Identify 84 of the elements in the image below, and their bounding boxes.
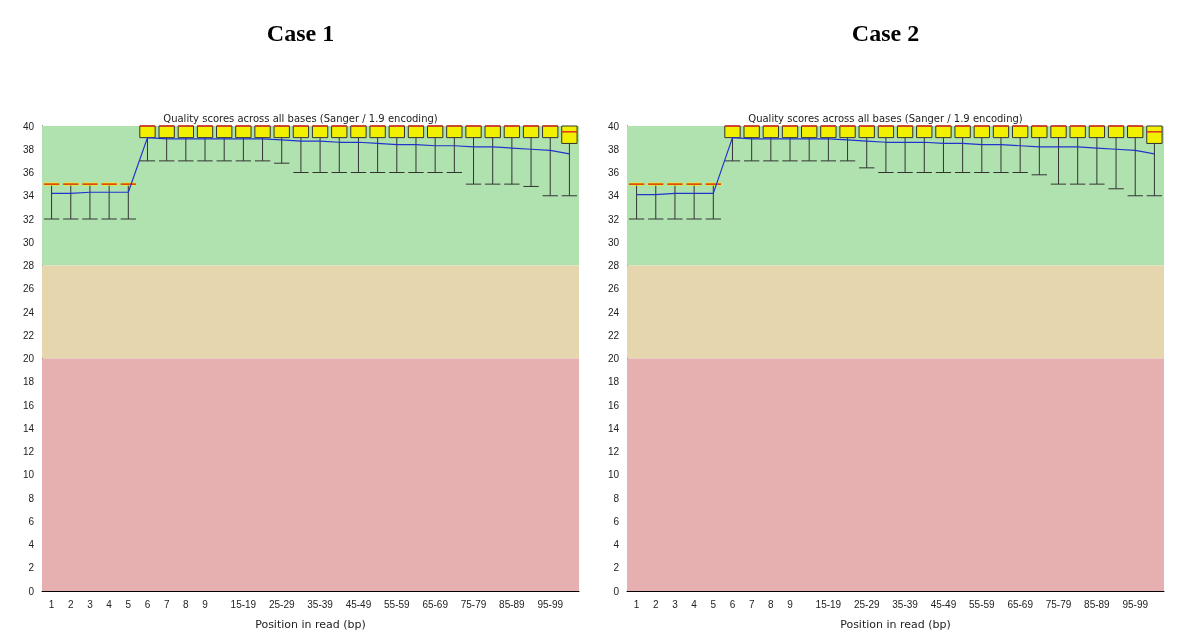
y-tick-label: 36	[607, 167, 620, 178]
y-tick-label: 22	[22, 329, 35, 341]
y-tick-label: 18	[607, 376, 620, 388]
y-tick-label: 34	[607, 190, 620, 202]
x-tick-label: 65-69	[1007, 598, 1034, 610]
y-tick-label: 32	[607, 213, 620, 225]
x-tick-label: 8	[768, 598, 775, 610]
y-tick-label: 14	[22, 422, 35, 434]
y-tick-label: 30	[607, 236, 620, 248]
y-tick-label: 36	[22, 167, 35, 178]
y-tick-label: 20	[607, 353, 620, 364]
x-tick-label: 35-39	[892, 598, 919, 610]
y-tick-label: 24	[22, 306, 35, 318]
y-tick-label: 34	[22, 190, 35, 202]
y-tick-label: 30	[22, 236, 35, 248]
y-tick-label: 10	[607, 469, 620, 481]
x-tick-label: 75-79	[460, 598, 487, 610]
y-tick-label: 38	[607, 143, 620, 155]
y-tick-label: 28	[22, 260, 35, 271]
y-tick-label: 24	[607, 306, 620, 318]
y-tick-label: 20	[22, 353, 35, 364]
y-tick-label: 6	[613, 515, 620, 527]
y-tick-label: 28	[607, 260, 620, 271]
chart-title: Case 2	[851, 20, 920, 46]
chart-title: Case 1	[266, 20, 335, 46]
x-tick-label: 7	[748, 598, 755, 610]
x-tick-label: 85-89	[499, 598, 526, 610]
y-tick-label: 10	[22, 469, 35, 481]
y-tick-label: 8	[28, 492, 35, 504]
y-tick-label: 4	[613, 539, 620, 550]
x-tick-label: 4	[106, 598, 113, 610]
y-tick-label: 38	[22, 143, 35, 155]
x-tick-label: 75-79	[1045, 598, 1072, 610]
y-tick-label: 6	[28, 515, 35, 527]
y-tick-label: 14	[607, 422, 620, 434]
y-tick-label: 4	[28, 539, 35, 550]
x-tick-label: 25-29	[268, 598, 295, 610]
x-tick-label: 4	[691, 598, 698, 610]
y-tick-label: 8	[613, 492, 620, 504]
x-tick-label: 25-29	[853, 598, 880, 610]
y-tick-label: 16	[607, 399, 620, 411]
y-tick-label: 32	[22, 213, 35, 225]
y-tick-label: 12	[22, 446, 35, 457]
x-tick-label: 35-39	[307, 598, 334, 610]
x-tick-label: 15-19	[230, 598, 257, 610]
x-tick-label: 45-49	[930, 598, 957, 610]
x-axis-title: Position in read (bp)	[840, 618, 951, 631]
y-tick-label: 26	[22, 283, 35, 295]
x-tick-label: 6	[144, 598, 151, 610]
x-tick-label: 3	[672, 598, 679, 610]
y-tick-label: 26	[607, 283, 620, 295]
x-tick-label: 95-99	[1122, 598, 1149, 610]
y-tick-label: 18	[22, 376, 35, 388]
x-tick-label: 7	[163, 598, 170, 610]
x-tick-label: 1	[633, 598, 640, 610]
x-tick-label: 9	[787, 598, 794, 610]
x-tick-label: 6	[729, 598, 736, 610]
x-tick-label: 9	[202, 598, 209, 610]
y-tick-label: 40	[22, 120, 35, 132]
y-tick-label: 2	[613, 562, 620, 574]
x-tick-label: 55-59	[969, 598, 996, 610]
x-tick-label: 65-69	[422, 598, 449, 610]
y-tick-label: 16	[22, 399, 35, 411]
chart-subtitle: Quality scores across all bases (Sanger / 1.9 encoding)	[163, 112, 438, 124]
chart-subtitle: Quality scores across all bases (Sanger / 1.9 encoding)	[748, 112, 1023, 124]
x-tick-label: 5	[710, 598, 717, 610]
y-tick-label: 0	[28, 585, 35, 597]
y-tick-label: 0	[613, 585, 620, 597]
x-tick-label: 1	[48, 598, 55, 610]
y-tick-label: 2	[28, 562, 35, 574]
x-tick-label: 2	[652, 598, 659, 610]
x-tick-label: 15-19	[815, 598, 842, 610]
x-tick-label: 85-89	[1084, 598, 1111, 610]
x-tick-label: 55-59	[384, 598, 411, 610]
y-tick-label: 22	[607, 329, 620, 341]
x-tick-label: 45-49	[345, 598, 372, 610]
y-tick-label: 12	[607, 446, 620, 457]
y-tick-label: 40	[607, 120, 620, 132]
x-tick-label: 2	[67, 598, 74, 610]
x-tick-label: 8	[183, 598, 190, 610]
x-tick-label: 5	[125, 598, 132, 610]
x-axis-title: Position in read (bp)	[255, 618, 366, 631]
x-tick-label: 3	[87, 598, 94, 610]
x-tick-label: 95-99	[537, 598, 564, 610]
